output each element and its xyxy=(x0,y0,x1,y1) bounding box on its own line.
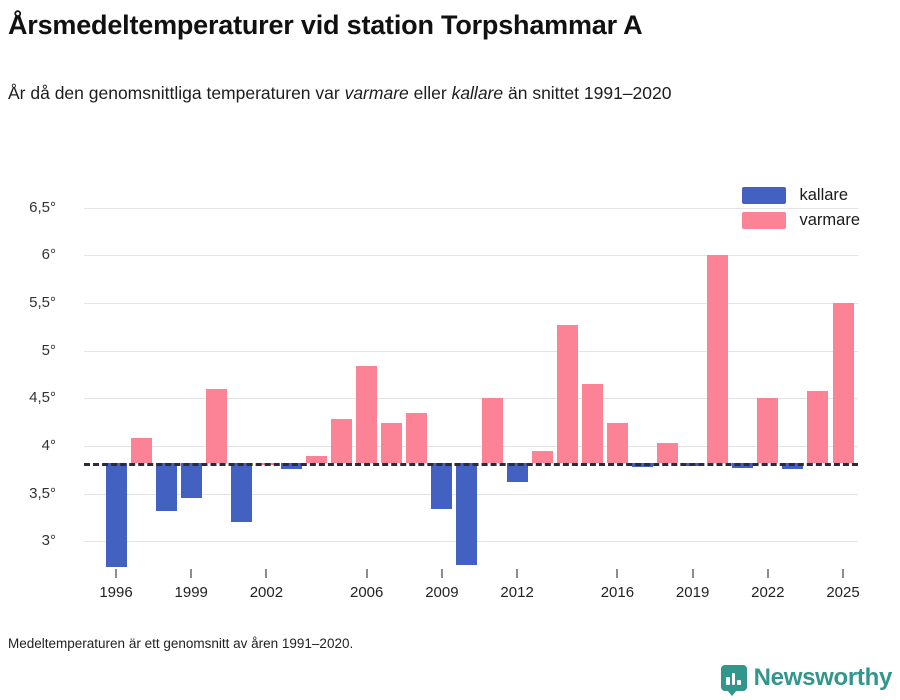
x-axis-tick-label: 2009 xyxy=(425,584,459,601)
x-axis-tick-mark xyxy=(115,569,117,578)
subtitle-emphasis-varmare: varmare xyxy=(344,83,409,103)
bar-2018[interactable] xyxy=(657,443,679,464)
legend-item-varmare[interactable]: varmare xyxy=(742,211,860,230)
bar-2004[interactable] xyxy=(306,456,328,464)
x-axis-tick-mark xyxy=(842,569,845,578)
bar-2011[interactable] xyxy=(481,398,503,464)
gridline xyxy=(84,255,858,257)
x-axis-tick-mark xyxy=(190,569,193,578)
page-subtitle: År då den genomsnittliga temperaturen va… xyxy=(8,80,708,106)
chart-footnote: Medeltemperaturen är ett genomsnitt av å… xyxy=(8,636,354,651)
bar-2016[interactable] xyxy=(606,423,628,464)
x-axis-tick-mark xyxy=(691,569,694,578)
chart-legend: kallare varmare xyxy=(742,186,860,236)
bar-2008[interactable] xyxy=(406,412,428,464)
y-axis-tick-label: 3° xyxy=(41,532,56,550)
y-axis-tick-label: 4,5° xyxy=(29,389,56,407)
subtitle-part2: eller xyxy=(408,83,452,103)
x-axis-tick-label: 2022 xyxy=(751,584,785,601)
x-axis-tick-label: 2002 xyxy=(249,584,284,601)
legend-label: varmare xyxy=(799,211,860,229)
bar-2013[interactable] xyxy=(531,450,553,464)
bar-2020[interactable] xyxy=(707,255,729,464)
bar-2007[interactable] xyxy=(381,423,403,464)
x-axis-tick-label: 2012 xyxy=(500,584,534,601)
x-axis-tick-label: 2025 xyxy=(826,584,860,601)
bar-1996[interactable] xyxy=(105,463,127,568)
y-axis-tick-label: 6,5° xyxy=(29,198,56,216)
bar-2012[interactable] xyxy=(506,463,528,483)
baseline-average-line xyxy=(84,463,858,467)
gridline xyxy=(84,350,858,352)
bar-2022[interactable] xyxy=(757,398,779,464)
x-axis-tick-mark xyxy=(440,569,443,578)
bar-2024[interactable] xyxy=(807,390,829,464)
bar-2001[interactable] xyxy=(230,463,252,523)
newsworthy-logo[interactable]: Newsworthy xyxy=(720,664,893,696)
x-axis-tick-label: 2016 xyxy=(600,584,635,601)
x-axis-tick-mark xyxy=(365,569,368,578)
bar-2010[interactable] xyxy=(456,463,478,566)
x-axis-tick-mark xyxy=(516,569,519,578)
subtitle-emphasis-kallare: kallare xyxy=(451,83,504,103)
gridline xyxy=(84,302,858,304)
legend-swatch-icon xyxy=(742,212,787,229)
bar-2025[interactable] xyxy=(832,302,854,464)
legend-item-kallare[interactable]: kallare xyxy=(742,186,860,205)
bar-2000[interactable] xyxy=(205,388,227,464)
bar-1998[interactable] xyxy=(155,463,177,511)
subtitle-part1: År då den genomsnittliga temperaturen va… xyxy=(8,83,345,103)
bar-chart-speech-bubble-icon xyxy=(720,665,747,696)
legend-swatch-icon xyxy=(742,187,787,204)
x-axis-tick-mark xyxy=(766,569,769,578)
brand-name: Newsworthy xyxy=(753,664,893,691)
legend-label: kallare xyxy=(799,186,849,204)
gridline xyxy=(84,398,858,400)
bar-2006[interactable] xyxy=(356,365,378,464)
x-axis-tick-label: 1999 xyxy=(174,584,208,601)
subtitle-part3: än snittet 1991–2020 xyxy=(503,83,672,103)
x-axis-tick-mark xyxy=(616,569,619,578)
bar-2015[interactable] xyxy=(581,383,603,464)
bar-2005[interactable] xyxy=(331,419,353,464)
y-axis-tick-label: 5,5° xyxy=(29,293,56,311)
bar-1999[interactable] xyxy=(180,463,202,499)
x-axis-tick-label: 2006 xyxy=(350,584,384,601)
x-axis-tick-label: 1996 xyxy=(99,584,133,601)
x-axis-tick-mark xyxy=(265,569,268,578)
page-title: Årsmedeltemperaturer vid station Torpsha… xyxy=(8,10,643,40)
y-axis-tick-label: 6° xyxy=(41,246,56,264)
bar-2009[interactable] xyxy=(431,463,453,509)
y-axis-tick-label: 4° xyxy=(41,437,56,454)
gridline xyxy=(84,207,858,209)
gridline xyxy=(84,446,858,447)
y-axis-tick-label: 3,5° xyxy=(29,484,56,502)
bar-2014[interactable] xyxy=(556,324,578,464)
x-axis-tick-label: 2019 xyxy=(675,584,710,601)
bar-1997[interactable] xyxy=(130,438,152,464)
y-axis-tick-label: 5° xyxy=(41,341,56,359)
